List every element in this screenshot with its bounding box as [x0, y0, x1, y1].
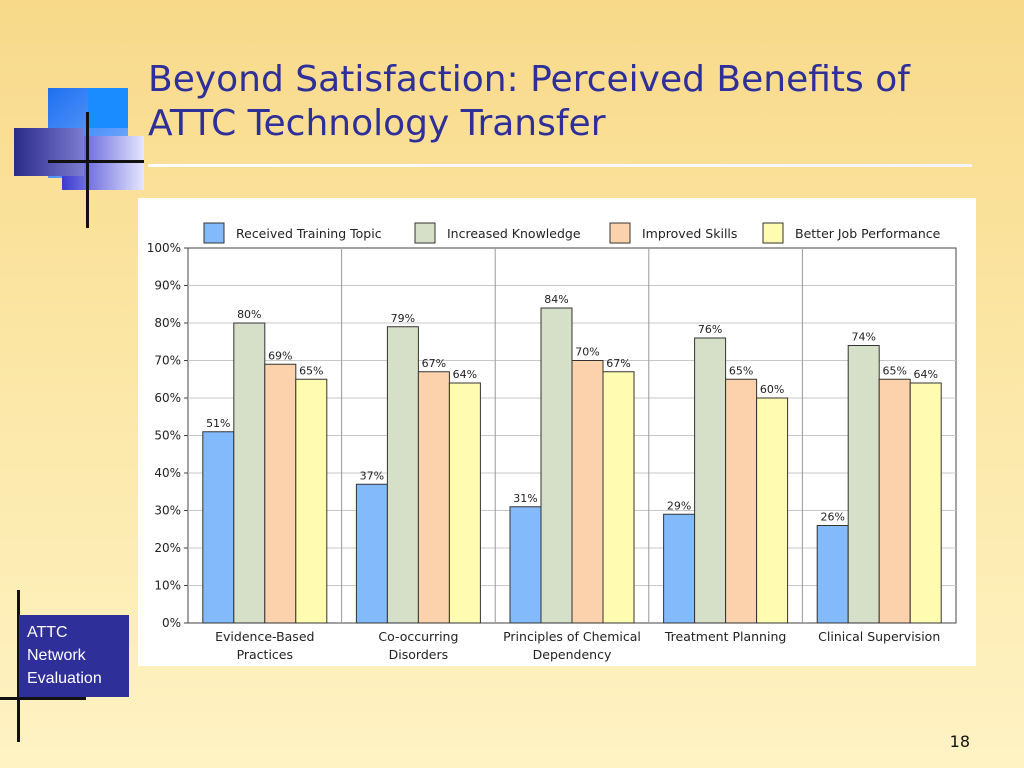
- legend-swatch: [609, 222, 631, 244]
- y-tick-label: 40%: [154, 466, 181, 480]
- badge-line-1: ATTC: [27, 624, 68, 641]
- bar: [233, 322, 266, 624]
- legend-label: Improved Skills: [642, 226, 737, 241]
- slide-title: Beyond Satisfaction: Perceived Benefits …: [148, 58, 988, 146]
- bar: [448, 382, 481, 624]
- decor-line-vertical-bottom: [17, 590, 20, 742]
- data-label: 76%: [698, 323, 722, 336]
- x-tick-label: Disorders: [389, 647, 448, 662]
- decor-line-horizontal-top: [48, 160, 144, 163]
- bar: [756, 397, 789, 624]
- x-tick-label: Practices: [237, 647, 293, 662]
- y-tick-label: 10%: [154, 579, 181, 593]
- y-tick-label: 0%: [162, 616, 181, 630]
- data-label: 60%: [760, 383, 784, 396]
- data-label: 84%: [544, 293, 568, 306]
- decor-square-navy: [14, 128, 84, 176]
- x-tick-label: Principles of Chemical: [503, 629, 641, 644]
- data-label: 67%: [422, 357, 446, 370]
- x-tick-label: Clinical Supervision: [818, 629, 940, 644]
- data-label: 67%: [606, 357, 630, 370]
- bar: [602, 371, 635, 624]
- data-label: 31%: [513, 492, 537, 505]
- network-badge: ATTC Network Evaluation: [19, 615, 129, 697]
- x-tick-label: Co-occurring: [378, 629, 458, 644]
- data-label: 70%: [575, 346, 599, 359]
- data-label: 64%: [913, 368, 937, 381]
- decor-square-bright-blue: [88, 88, 128, 128]
- x-tick-label: Dependency: [533, 647, 612, 662]
- y-tick-label: 100%: [147, 241, 181, 255]
- x-tick-label: Treatment Planning: [664, 629, 786, 644]
- data-label: 51%: [206, 417, 230, 430]
- bar: [509, 506, 542, 624]
- bar: [847, 345, 880, 624]
- y-tick-label: 50%: [154, 429, 181, 443]
- badge-line-3: Evaluation: [27, 670, 102, 687]
- data-label: 79%: [391, 312, 415, 325]
- bar: [202, 431, 235, 624]
- bar-chart: 0% 10% 20% 30% 40% 50% 60% 70% 80% 90% 100% 51% 80% 6…: [147, 222, 957, 662]
- legend-swatch: [762, 222, 784, 244]
- legend-swatch: [414, 222, 436, 244]
- y-tick-label: 70%: [154, 354, 181, 368]
- legend-label: Increased Knowledge: [447, 226, 581, 241]
- bar: [540, 307, 573, 624]
- bar: [878, 378, 911, 624]
- bar: [694, 337, 727, 624]
- chart-panel: 0% 10% 20% 30% 40% 50% 60% 70% 80% 90% 100% 51% 80% 6…: [138, 198, 976, 666]
- data-label: 69%: [268, 349, 292, 362]
- y-tick-label: 90%: [154, 279, 181, 293]
- decor-line-vertical-top: [86, 112, 89, 228]
- data-label: 65%: [299, 364, 323, 377]
- bar: [909, 382, 942, 624]
- y-tick-label: 30%: [154, 504, 181, 518]
- bar: [417, 371, 450, 624]
- data-label: 65%: [729, 364, 753, 377]
- bar: [264, 363, 297, 624]
- bar: [816, 525, 849, 624]
- legend-swatch: [203, 222, 225, 244]
- data-label: 64%: [453, 368, 477, 381]
- legend-label: Better Job Performance: [795, 226, 941, 241]
- y-tick-label: 20%: [154, 541, 181, 555]
- data-label: 29%: [667, 499, 691, 512]
- data-label: 80%: [237, 308, 261, 321]
- page-number: 18: [949, 732, 970, 751]
- data-label: 26%: [820, 511, 844, 524]
- bar: [295, 378, 328, 624]
- y-tick-label: 60%: [154, 391, 181, 405]
- badge-line-2: Network: [27, 647, 86, 664]
- legend-label: Received Training Topic: [236, 226, 382, 241]
- bar: [725, 378, 758, 624]
- bar: [355, 483, 388, 624]
- title-underline: [148, 164, 972, 167]
- slide-title-line-2: ATTC Technology Transfer: [148, 103, 606, 144]
- data-label: 74%: [851, 331, 875, 344]
- data-label: 65%: [882, 364, 906, 377]
- slide-title-line-1: Beyond Satisfaction: Perceived Benefits …: [148, 59, 910, 100]
- bar: [663, 513, 696, 624]
- data-label: 37%: [360, 469, 384, 482]
- bar: [386, 326, 419, 624]
- y-tick-label: 80%: [154, 316, 181, 330]
- decor-line-horizontal-bottom: [0, 697, 86, 700]
- x-tick-label: Evidence-Based: [215, 629, 314, 644]
- bar: [571, 360, 604, 624]
